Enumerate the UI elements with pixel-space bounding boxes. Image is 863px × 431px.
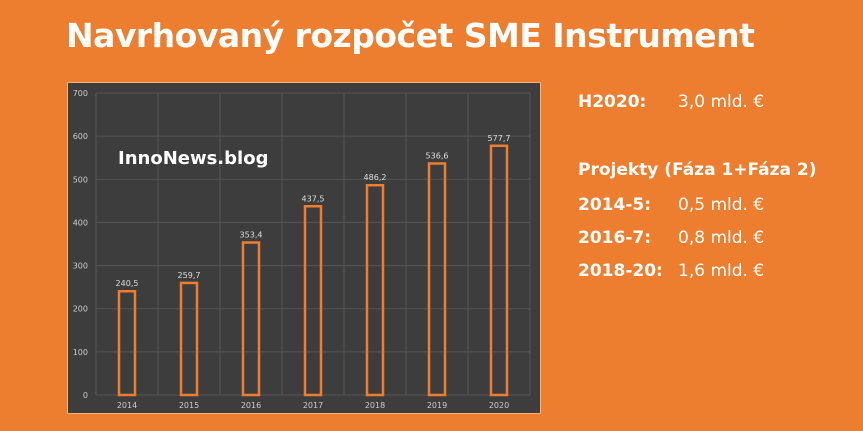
data-label: 577,7 — [488, 134, 511, 143]
y-tick-label: 100 — [73, 348, 88, 357]
row-label: 2014-5: — [578, 195, 651, 215]
y-tick-label: 300 — [73, 262, 88, 271]
data-label: 259,7 — [178, 271, 201, 280]
chart-svg: 0 100 200 300 400 500 600 700 240,5 2014 259,7 2015… — [73, 89, 531, 410]
bar — [303, 205, 323, 397]
bar — [365, 183, 385, 397]
bar — [489, 144, 509, 397]
data-label: 437,5 — [302, 194, 325, 203]
row-value: 1,6 mld. € — [678, 261, 765, 281]
y-tick-label: 200 — [73, 305, 88, 314]
row-value: 0,5 mld. € — [678, 195, 765, 215]
projects-header: Projekty (Fáza 1+Fáza 2) — [578, 160, 817, 180]
row-label: 2016-7: — [578, 228, 651, 248]
x-tick-label: 2016 — [241, 401, 261, 410]
bar — [241, 241, 261, 397]
y-tick-label: 400 — [73, 218, 88, 227]
data-label: 536,6 — [426, 151, 449, 160]
y-tick-label: 500 — [73, 175, 88, 184]
x-tick-label: 2019 — [427, 401, 447, 410]
y-tick-label: 600 — [73, 132, 88, 141]
row-value: 0,8 mld. € — [678, 228, 765, 248]
y-tick-label: 0 — [83, 391, 88, 400]
x-tick-label: 2014 — [117, 401, 137, 410]
h2020-value: 3,0 mld. € — [678, 92, 765, 112]
data-label: 240,5 — [116, 279, 139, 288]
bar-chart: 0 100 200 300 400 500 600 700 240,5 2014 259,7 2015… — [67, 82, 541, 414]
y-tick-label: 700 — [73, 89, 88, 98]
data-label: 353,4 — [240, 231, 263, 240]
x-tick-label: 2015 — [179, 401, 199, 410]
h2020-label: H2020: — [578, 92, 647, 112]
x-tick-label: 2018 — [365, 401, 385, 410]
bar — [427, 162, 447, 397]
watermark: InnoNews.blog — [118, 148, 269, 169]
x-tick-label: 2020 — [489, 401, 509, 410]
row-label: 2018-20: — [578, 261, 663, 281]
bar — [117, 289, 137, 397]
page-title: Navrhovaný rozpočet SME Instrument — [66, 16, 755, 55]
data-label: 486,2 — [364, 173, 387, 182]
x-tick-label: 2017 — [303, 401, 323, 410]
bar — [179, 281, 199, 397]
